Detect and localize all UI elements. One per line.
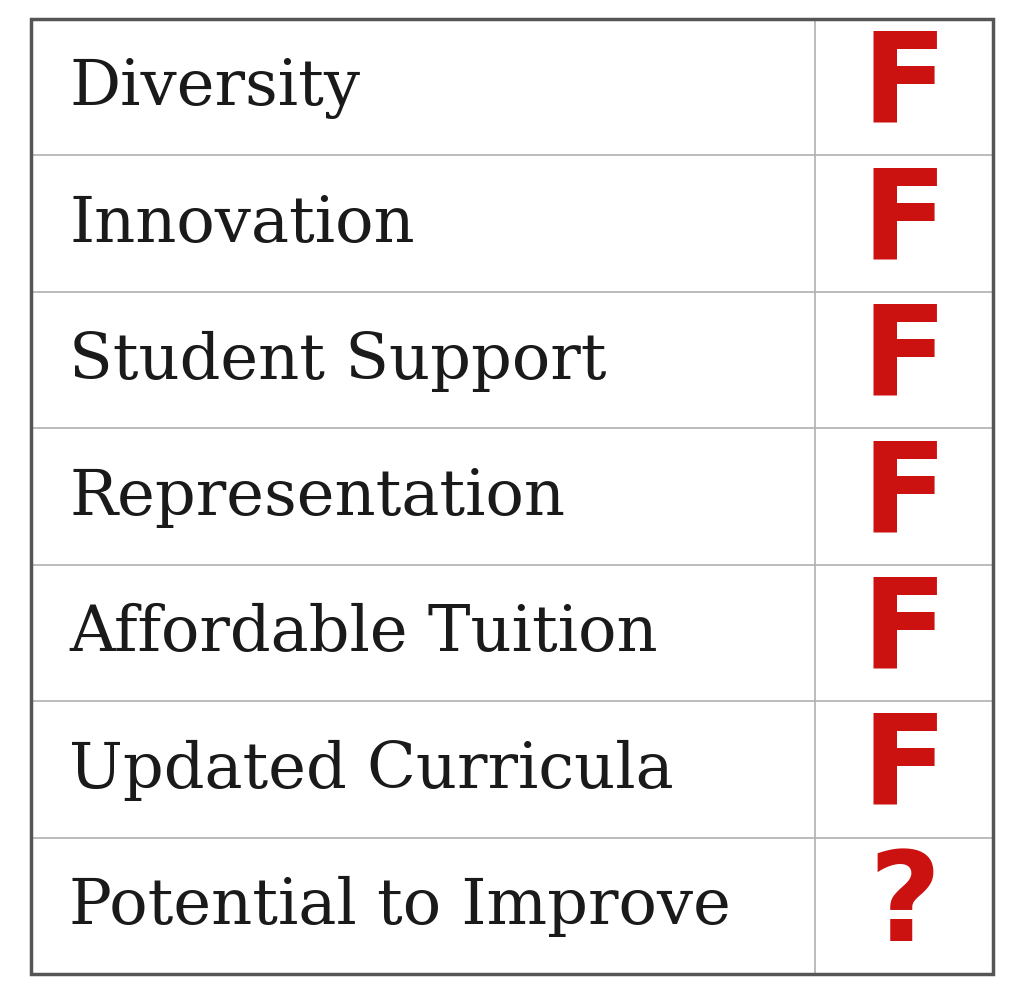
Text: F: F [861, 164, 947, 285]
Text: Affordable Tuition: Affordable Tuition [70, 602, 657, 664]
Text: Diversity: Diversity [70, 58, 360, 118]
Text: ?: ? [868, 846, 940, 966]
Text: F: F [861, 28, 947, 148]
Text: Representation: Representation [70, 466, 565, 528]
Text: F: F [861, 436, 947, 558]
Text: Potential to Improve: Potential to Improve [70, 876, 731, 936]
Text: F: F [861, 300, 947, 421]
Text: Updated Curricula: Updated Curricula [70, 740, 674, 800]
Text: F: F [861, 573, 947, 694]
Text: Student Support: Student Support [70, 330, 607, 392]
Text: Innovation: Innovation [70, 194, 415, 254]
Text: F: F [861, 709, 947, 830]
